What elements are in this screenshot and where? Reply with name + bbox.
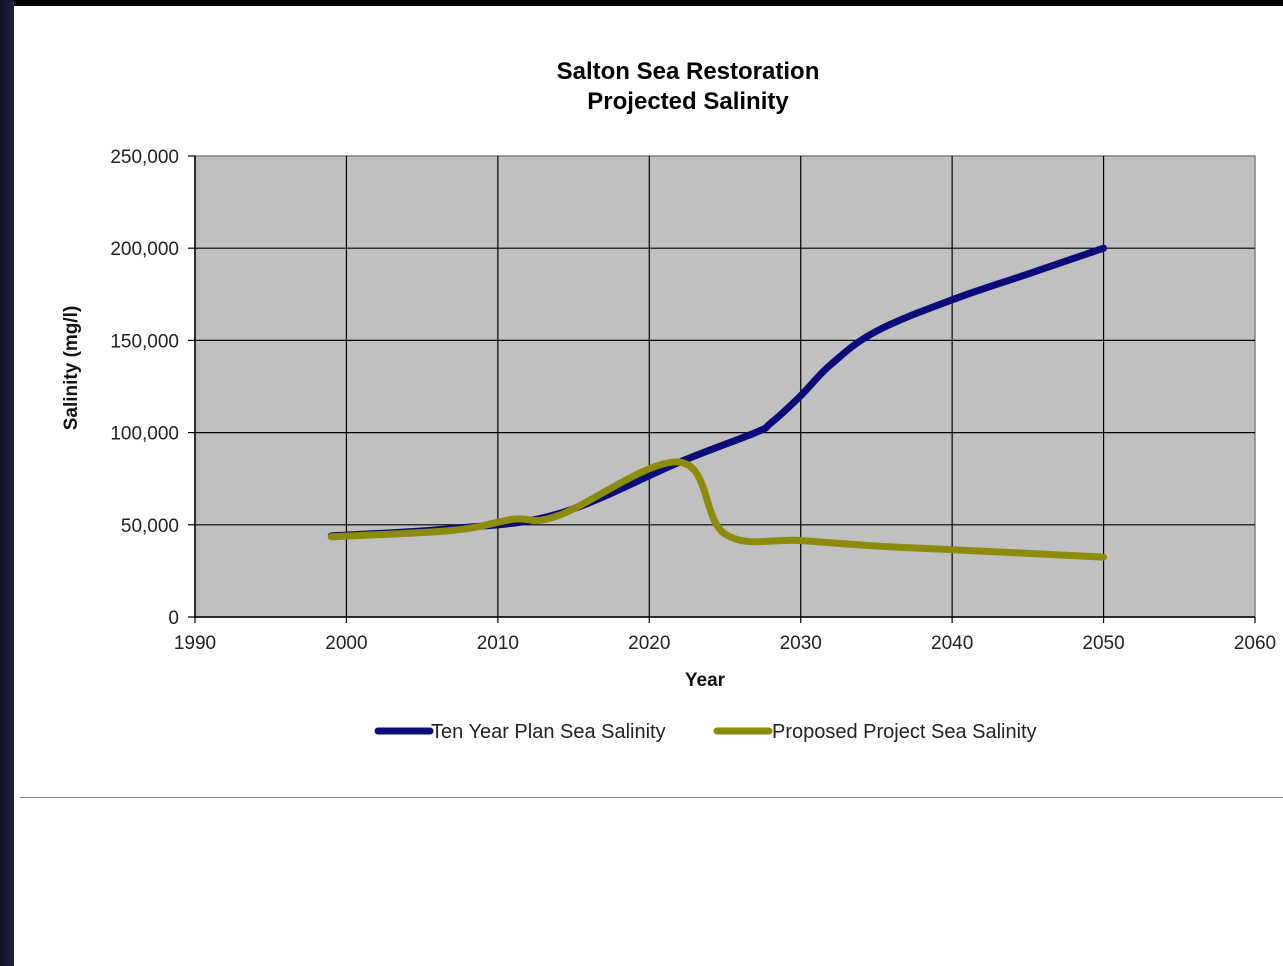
series-line-1 bbox=[327, 244, 1108, 540]
series-lines bbox=[327, 244, 1108, 561]
legend: Ten Year Plan Sea Salinity Proposed Proje… bbox=[374, 721, 1037, 743]
y-tick-label: 250,000 bbox=[110, 147, 179, 168]
y-tick-label: 150,000 bbox=[110, 331, 179, 352]
y-tick-label: 0 bbox=[168, 608, 179, 629]
y-tick-label: 200,000 bbox=[110, 239, 179, 260]
y-axis-label: Salinity (mg/l) bbox=[61, 306, 82, 431]
x-tick-label: 2040 bbox=[931, 633, 973, 654]
x-tick-label: 2050 bbox=[1082, 633, 1124, 654]
chart-title: Salton Sea Restoration bbox=[557, 58, 820, 85]
slide-top-border bbox=[0, 0, 1283, 6]
divider-line bbox=[20, 797, 1283, 798]
x-tick-label: 2020 bbox=[628, 633, 670, 654]
tick-labels: 1990 2000 2010 2020 2030 2040 2050 2060 0 50,000 1… bbox=[110, 147, 1276, 654]
legend-label-2: Proposed Project Sea Salinity bbox=[772, 721, 1037, 743]
x-tick-label: 2030 bbox=[780, 633, 822, 654]
y-tick-label: 50,000 bbox=[121, 516, 179, 537]
x-tick-label: 2010 bbox=[477, 633, 519, 654]
x-axis-label: Year bbox=[685, 670, 726, 691]
x-tick-label: 1990 bbox=[174, 633, 216, 654]
axes bbox=[188, 155, 1256, 623]
y-tick-label: 100,000 bbox=[110, 424, 179, 445]
plot-area bbox=[194, 155, 1256, 618]
grid-lines bbox=[195, 156, 1255, 617]
x-tick-label: 2060 bbox=[1234, 633, 1276, 654]
series-line-2 bbox=[327, 458, 1108, 561]
chart-subtitle: Projected Salinity bbox=[587, 88, 789, 115]
slide-left-border bbox=[0, 0, 14, 966]
legend-label-1: Ten Year Plan Sea Salinity bbox=[431, 721, 666, 743]
x-tick-label: 2000 bbox=[325, 633, 367, 654]
